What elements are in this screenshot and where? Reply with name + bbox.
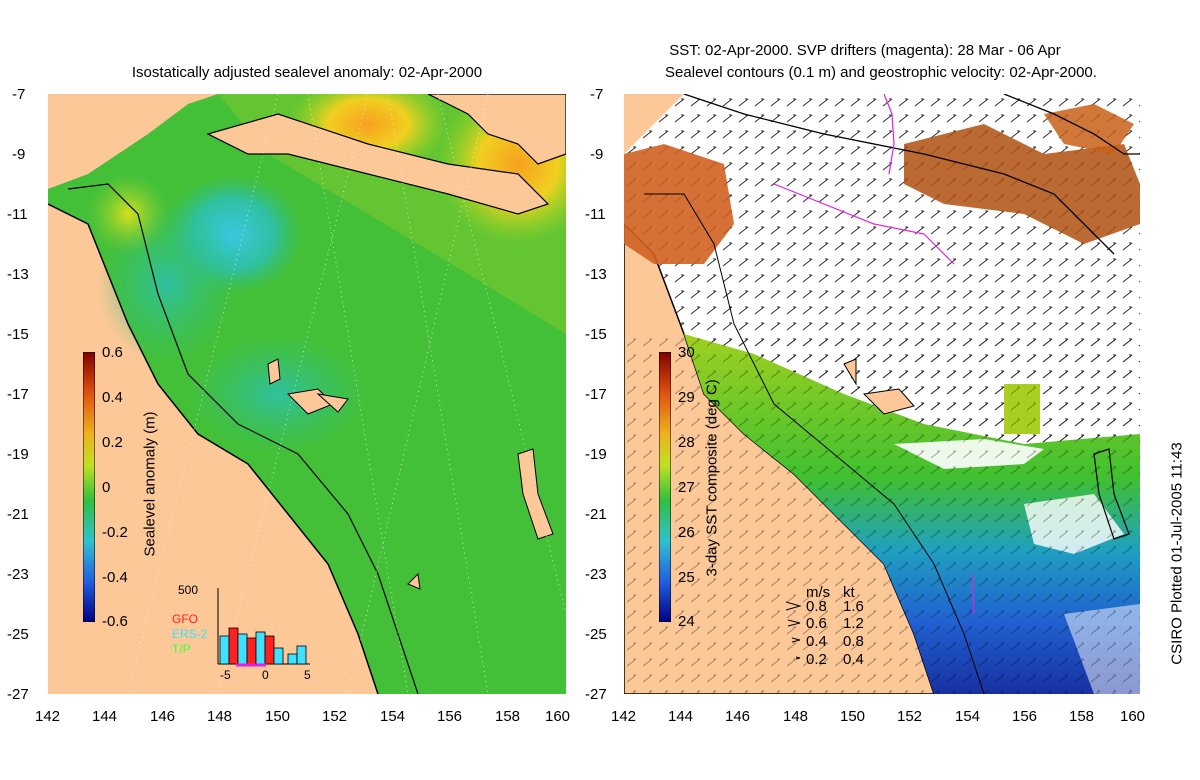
left-lon-tick-3: 148 (207, 708, 233, 725)
vel-legend-kt-2: 0.8 (843, 633, 864, 650)
inset-legend-gfo: GFO (172, 612, 198, 626)
right-lon-tick-2: 146 (725, 708, 751, 725)
left-lon-tick-9: 160 (545, 708, 571, 725)
right-lat-tick-3: -13 (585, 266, 607, 283)
sst-cbar-label: 3-day SST composite (deg C) (703, 379, 721, 577)
sst-cbar-tick-1: 29 (678, 389, 695, 406)
sst-cbar-tick-5: 25 (678, 569, 695, 586)
inset-legend-tp: T/P (172, 642, 191, 656)
altimeter-histogram (217, 588, 310, 667)
vel-legend-arrows (785, 601, 802, 660)
sl-cbar-tick-4: -0.2 (102, 524, 128, 541)
right-lon-tick-4: 150 (840, 708, 866, 725)
right-lon-tick-3: 148 (783, 708, 809, 725)
right-lon-tick-9: 160 (1120, 708, 1146, 725)
inset-xtick-1: 0 (262, 668, 269, 682)
left-lat-tick-10: -27 (7, 686, 29, 703)
right-lon-tick-6: 154 (955, 708, 981, 725)
sst-colorbar (659, 352, 671, 622)
vel-legend-ms-1: 0.6 (806, 615, 827, 632)
left-map-title: Isostatically adjusted sealevel anomaly:… (131, 64, 483, 81)
sst-cbar-tick-3: 27 (678, 479, 695, 496)
left-lat-tick-9: -25 (7, 626, 29, 643)
right-lon-tick-0: 142 (611, 708, 637, 725)
sst-cbar-tick-6: 24 (678, 613, 695, 630)
sealevel-anomaly-map (48, 94, 566, 694)
left-lat-tick-7: -21 (7, 506, 29, 523)
left-lat-tick-0: -7 (12, 86, 26, 103)
sealevel-colorbar (83, 352, 95, 622)
left-lon-tick-7: 156 (437, 708, 463, 725)
left-lon-tick-2: 146 (150, 708, 176, 725)
right-lat-tick-2: -11 (585, 206, 606, 223)
right-lat-tick-0: -7 (590, 86, 604, 103)
inset-legend-ers2: ERS-2 (172, 627, 208, 641)
sl-cbar-tick-0: 0.6 (102, 344, 123, 361)
right-lon-tick-7: 156 (1012, 708, 1038, 725)
left-lat-tick-6: -19 (7, 446, 29, 463)
right-lon-tick-5: 152 (897, 708, 923, 725)
inset-xtick-0: -5 (220, 668, 231, 682)
left-lon-tick-8: 158 (495, 708, 521, 725)
vel-legend-kt-3: 0.4 (843, 651, 864, 668)
left-lon-tick-1: 144 (92, 708, 118, 725)
vel-legend-kt-0: 1.6 (843, 598, 864, 615)
right-lon-tick-1: 144 (668, 708, 694, 725)
right-lat-tick-1: -9 (590, 146, 604, 163)
plot-credit: CSIRO Plotted 01-Jul-2005 11:43 (1168, 442, 1186, 665)
inset-xtick-2: 5 (304, 668, 311, 682)
left-lat-tick-3: -13 (7, 266, 29, 283)
right-lat-tick-7: -21 (585, 506, 607, 523)
sst-cbar-tick-0: 30 (678, 344, 695, 361)
right-map-title-line1: SST: 02-Apr-2000. SVP drifters (magenta)… (669, 42, 1061, 59)
sl-cbar-label: Sealevel anomaly (m) (141, 411, 159, 557)
sst-velocity-map (624, 94, 1140, 694)
left-lon-tick-5: 152 (322, 708, 348, 725)
sl-cbar-tick-6: -0.6 (102, 613, 128, 630)
left-lat-tick-1: -9 (12, 146, 26, 163)
vel-legend-header-kt: kt (843, 584, 855, 601)
left-lat-tick-8: -23 (7, 566, 29, 583)
right-map-title-line2: Sealevel contours (0.1 m) and geostrophi… (665, 64, 1097, 81)
left-lat-tick-4: -15 (7, 326, 29, 343)
right-lat-tick-5: -17 (585, 386, 607, 403)
left-lon-tick-4: 150 (265, 708, 291, 725)
right-lat-tick-9: -25 (585, 626, 607, 643)
right-lat-tick-4: -15 (585, 326, 607, 343)
right-lat-tick-8: -23 (585, 566, 607, 583)
sl-cbar-tick-3: 0 (102, 479, 111, 496)
vel-legend-ms-0: 0.8 (806, 598, 827, 615)
vel-legend-header-ms: m/s (806, 584, 831, 601)
vel-legend-ms-2: 0.4 (806, 633, 827, 650)
right-lon-tick-8: 158 (1069, 708, 1095, 725)
sl-cbar-tick-1: 0.4 (102, 389, 123, 406)
sst-cbar-tick-4: 26 (678, 524, 695, 541)
inset-ymax: 500 (178, 583, 199, 597)
left-lat-tick-2: -11 (7, 206, 28, 223)
sl-cbar-tick-2: 0.2 (102, 434, 123, 451)
left-lon-tick-6: 154 (380, 708, 406, 725)
vel-legend-ms-3: 0.2 (806, 651, 827, 668)
left-lat-tick-5: -17 (7, 386, 29, 403)
vel-legend-kt-1: 1.2 (843, 615, 864, 632)
left-lon-tick-0: 142 (35, 708, 61, 725)
sst-cbar-tick-2: 28 (678, 434, 695, 451)
right-lat-tick-10: -27 (585, 686, 607, 703)
right-lat-tick-6: -19 (585, 446, 607, 463)
sl-cbar-tick-5: -0.4 (102, 569, 128, 586)
